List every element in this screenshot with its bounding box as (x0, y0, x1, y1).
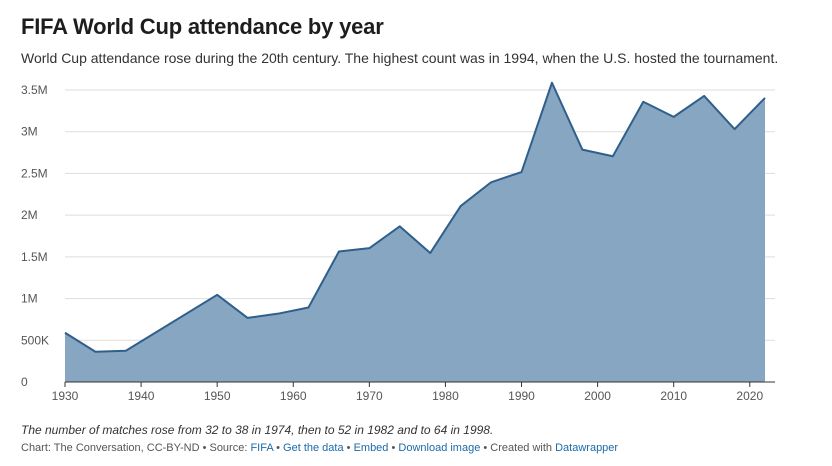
area-layer (64, 81, 766, 383)
x-tick-label: 2010 (660, 389, 687, 403)
attendance-area (65, 82, 765, 383)
attendance-line (64, 81, 766, 353)
datawrapper-link[interactable]: Datawrapper (555, 442, 619, 454)
get-data-link[interactable]: Get the data (283, 442, 344, 454)
chart-note: The number of matches rose from 32 to 38… (21, 423, 494, 437)
x-tick-label: 1950 (204, 389, 231, 403)
footer-separator: • Source: (199, 442, 251, 454)
footer-separator: • (343, 442, 354, 454)
x-tick-label: 1940 (128, 389, 155, 403)
x-tick-label: 2000 (584, 389, 611, 403)
x-tick-label: 1980 (432, 389, 459, 403)
y-tick-label: 1.5M (21, 250, 48, 264)
y-tick-label: 500K (21, 333, 49, 347)
download-image-link[interactable]: Download image (398, 442, 481, 454)
y-tick-label: 3.5M (21, 83, 48, 97)
x-tick-label: 2020 (736, 389, 763, 403)
x-tick-label: 1990 (508, 389, 535, 403)
y-tick-label: 0 (21, 375, 28, 389)
y-tick-label: 1M (21, 292, 38, 306)
source-link[interactable]: FIFA (250, 442, 274, 454)
y-tick-label: 2M (21, 208, 38, 222)
embed-link[interactable]: Embed (353, 442, 389, 454)
x-tick-label: 1970 (356, 389, 383, 403)
y-tick-label: 2.5M (21, 166, 48, 180)
chart-footer: Chart: The Conversation, CC-BY-ND • Sour… (21, 442, 618, 454)
y-tick-labels: 0 500K 1M 1.5M 2M 2.5M 3M 3.5M (21, 83, 49, 389)
chart-title: FIFA World Cup attendance by year (21, 14, 384, 39)
x-tick-label: 1960 (280, 389, 307, 403)
chart-credit: Chart: The Conversation, CC-BY-ND (21, 442, 200, 454)
footer-separator: • Created with (480, 442, 556, 454)
x-tick-label: 1930 (52, 389, 79, 403)
y-tick-label: 3M (21, 125, 38, 139)
footer-separator: • (388, 442, 399, 454)
area-chart: 0 500K 1M 1.5M 2M 2.5M 3M 3.5M 1930 1940 1950 1960… (21, 81, 775, 403)
footer-separator: • (273, 442, 284, 454)
x-axis: 1930 1940 1950 1960 1970 1980 1990 2000 2010 2020 (52, 381, 775, 403)
chart-subtitle: World Cup attendance rose during the 20t… (21, 50, 779, 66)
